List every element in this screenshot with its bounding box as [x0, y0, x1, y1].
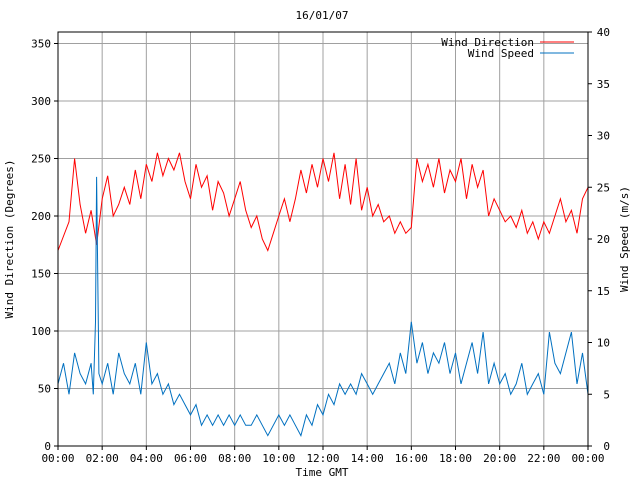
right-tick-label: 25 — [597, 181, 610, 194]
left-tick-label: 150 — [31, 268, 51, 281]
right-tick-label: 30 — [597, 130, 610, 143]
x-tick-label: 06:00 — [174, 452, 207, 465]
left-tick-label: 50 — [38, 383, 51, 396]
right-tick-label: 0 — [603, 440, 610, 453]
x-tick-label: 14:00 — [351, 452, 384, 465]
legend: Wind Direction Wind Speed — [441, 36, 574, 60]
left-tick-label: 100 — [31, 325, 51, 338]
right-tick-label: 5 — [603, 388, 610, 401]
right-tick-label: 20 — [597, 233, 610, 246]
x-tick-label: 18:00 — [439, 452, 472, 465]
chart-title: 16/01/07 — [296, 9, 349, 22]
x-tick-label: 08:00 — [218, 452, 251, 465]
left-tick-label: 300 — [31, 95, 51, 108]
left-axis-ticks: 0 50 100 150 200 250 300 350 — [31, 38, 58, 453]
x-tick-label: 00:00 — [571, 452, 604, 465]
x-tick-label: 00:00 — [41, 452, 74, 465]
right-tick-label: 10 — [597, 337, 610, 350]
right-tick-label: 40 — [597, 26, 610, 39]
series-line-wind-speed — [57, 176, 589, 437]
x-tick-label: 10:00 — [262, 452, 295, 465]
x-tick-label: 20:00 — [483, 452, 516, 465]
x-axis-ticks: 00:00 02:00 04:00 06:00 08:00 10:00 12:00 14:00… — [41, 446, 605, 465]
x-axis-label: Time GMT — [296, 466, 349, 479]
x-tick-label: 22:00 — [527, 452, 560, 465]
left-tick-label: 200 — [31, 210, 51, 223]
y-axis-left-label: Wind Direction (Degrees) — [3, 160, 16, 319]
series-layer — [57, 152, 589, 437]
x-tick-label: 02:00 — [86, 452, 119, 465]
legend-label-wind-speed: Wind Speed — [468, 47, 534, 60]
right-axis-ticks: 0 5 10 15 20 25 30 35 40 — [588, 26, 610, 453]
grid — [58, 32, 588, 446]
series-line-wind-direction — [57, 152, 589, 252]
y-axis-right-label: Wind Speed (m/s) — [618, 186, 631, 292]
legend-label-wind-direction: Wind Direction — [441, 36, 534, 49]
x-tick-label: 16:00 — [395, 452, 428, 465]
left-tick-label: 350 — [31, 38, 51, 51]
right-tick-label: 15 — [597, 285, 610, 298]
x-tick-label: 04:00 — [130, 452, 163, 465]
left-tick-label: 0 — [44, 440, 51, 453]
x-tick-label: 12:00 — [306, 452, 339, 465]
right-tick-label: 35 — [597, 78, 610, 91]
left-tick-label: 250 — [31, 153, 51, 166]
